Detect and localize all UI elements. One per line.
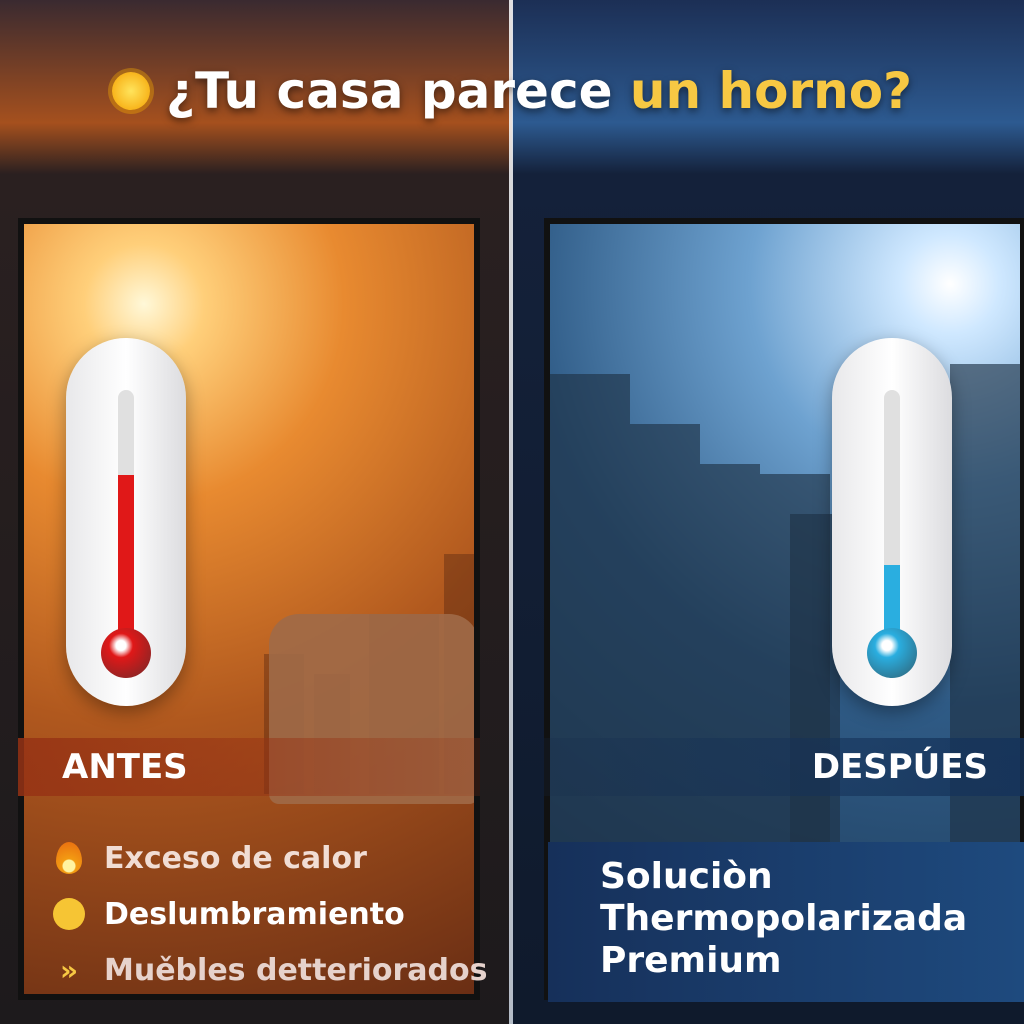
double-chevron-icon: » [59,953,79,987]
list-item: » Muěbles detteriorados [52,942,488,998]
thermometer-fill [118,475,134,640]
list-item: Exceso de calor [52,830,487,886]
item-text: Deslumbramiento [104,896,405,932]
item-text: Muěbles detteriorados [104,952,488,988]
after-label: DESPÚES [544,738,1024,796]
sun-icon [111,71,150,110]
headline: ¿Tu casa parece un horno? [0,62,1024,120]
split-divider [509,0,513,1024]
item-text: Exceso de calor [104,840,367,876]
thermometer-bulb [867,628,917,678]
solution-box: Soluciòn Thermopolarizada Premium [548,842,1024,1002]
cool-thermometer [832,338,952,706]
headline-prefix: ¿Tu casa parece [165,62,630,120]
thermometer-fill [884,565,900,640]
list-item: Deslumbramiento [52,886,487,942]
headline-highlight: un horno? [629,62,913,120]
squinting-face-icon [53,898,85,930]
solution-line: Premium [600,940,782,981]
solution-line: Soluciòn [600,856,773,897]
thermometer-bulb [101,628,151,678]
hot-thermometer [66,338,186,706]
solution-line: Thermopolarizada [600,898,968,939]
before-label: ANTES [18,738,480,796]
fire-drop-icon [56,842,82,874]
problem-list: Exceso de calor Deslumbramiento » Muěble… [52,830,487,998]
